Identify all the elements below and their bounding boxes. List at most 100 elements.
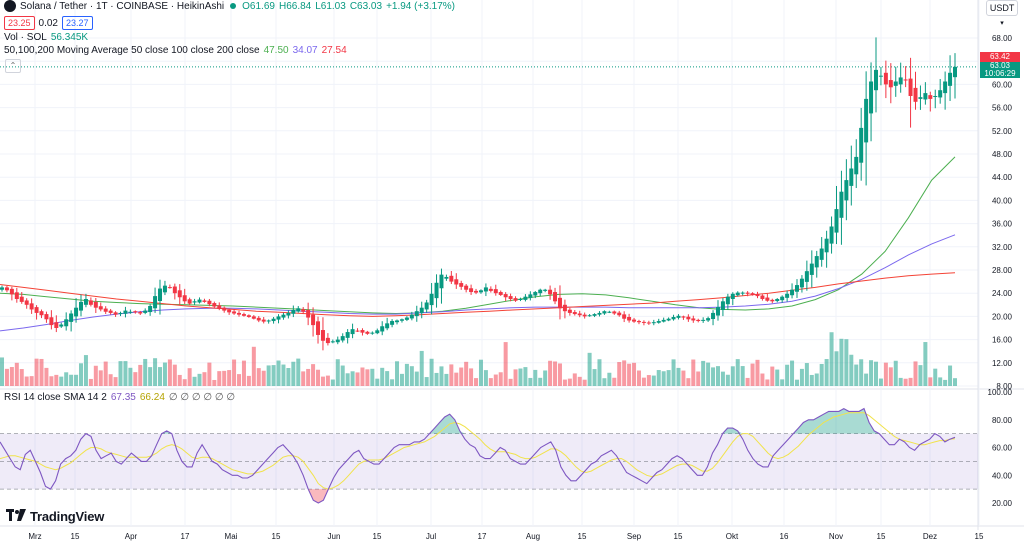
volume-bar	[681, 370, 686, 386]
volume-bar	[64, 372, 69, 386]
candle-body	[928, 95, 933, 99]
candle-body	[878, 75, 883, 77]
candle-body	[612, 311, 617, 314]
volume-bar	[138, 364, 143, 386]
candle-body	[24, 300, 29, 305]
volume-bar	[666, 370, 671, 386]
volume-bar	[316, 369, 321, 386]
candle-body	[918, 97, 923, 99]
symbol-title[interactable]: Solana / Tether · 1T · COINBASE · Heikin…	[20, 0, 225, 12]
candle-body	[148, 305, 153, 313]
candle-body	[449, 275, 454, 282]
volume-bar	[869, 360, 874, 386]
volume-legend[interactable]: Vol · SOL 56.345K	[4, 32, 88, 43]
candle-body	[281, 314, 286, 318]
candle-body	[434, 282, 439, 299]
candle-body	[730, 293, 735, 299]
bid-price[interactable]: 23.25	[4, 16, 35, 30]
rsi-y-tick-label: 80.00	[992, 416, 1013, 425]
volume-bar	[172, 364, 177, 386]
candle-body	[54, 322, 59, 328]
candle-body	[849, 168, 854, 186]
x-tick-label: Aug	[526, 532, 540, 541]
volume-bar	[844, 339, 849, 386]
candle-body	[597, 312, 602, 315]
candle-body	[212, 303, 217, 307]
candle-body	[291, 310, 296, 314]
candle-body	[493, 289, 498, 294]
volume-bar	[829, 332, 834, 386]
volume-bar	[780, 379, 785, 386]
candle-body	[483, 287, 488, 292]
candle-body	[261, 319, 266, 322]
volume-bar	[98, 370, 103, 386]
candle-body	[533, 292, 538, 296]
candle-body	[49, 317, 54, 326]
currency-selector[interactable]: USDT ▾	[986, 0, 1018, 27]
candle-body	[898, 77, 903, 85]
candle-body	[98, 306, 103, 310]
volume-bar	[360, 367, 365, 386]
volume-bar	[44, 367, 49, 386]
tradingview-logo[interactable]: TradingView	[6, 509, 104, 524]
volume-bar	[567, 378, 572, 386]
candle-body	[755, 294, 760, 297]
y-tick-label: 40.00	[992, 196, 1013, 205]
volume-bar	[538, 377, 543, 386]
candle-body	[587, 315, 592, 317]
volume-bar	[607, 372, 612, 386]
candle-body	[162, 285, 167, 293]
candle-body	[567, 309, 572, 313]
volume-bar	[582, 379, 587, 386]
candle-body	[380, 326, 385, 332]
volume-bar	[14, 362, 19, 386]
volume-bar	[39, 358, 44, 386]
ohlc-low: L61.03	[315, 0, 346, 12]
volume-bar	[325, 375, 330, 386]
rsi-value: 67.35	[110, 392, 136, 403]
candle-body	[666, 318, 671, 321]
moving-averages	[0, 156, 956, 332]
volume-bar	[399, 373, 404, 386]
rsi-legend[interactable]: RSI 14 close SMA 14 2 67.35 66.24 ∅ ∅ ∅ …	[4, 392, 235, 403]
x-tick-label: 17	[478, 532, 487, 541]
candlesticks	[0, 37, 957, 351]
candle-body	[256, 317, 261, 321]
volume-bar	[503, 342, 508, 386]
candle-body	[34, 307, 39, 313]
candle-body	[39, 311, 44, 316]
collapse-legend-button[interactable]: ⌃	[5, 59, 21, 73]
volume-bar	[227, 370, 232, 386]
volume-bar	[69, 374, 74, 386]
y-tick-label: 16.00	[992, 336, 1013, 345]
candle-body	[217, 305, 222, 309]
volume-bar	[9, 367, 14, 386]
candle-body	[143, 310, 148, 313]
candle-body	[681, 316, 686, 318]
volume-bar	[202, 372, 207, 386]
candle-body	[854, 156, 859, 175]
ohlc-open: O61.69	[242, 0, 275, 12]
volume-bar	[24, 376, 29, 386]
ask-price[interactable]: 23.27	[62, 16, 93, 30]
volume-bar	[903, 378, 908, 386]
candle-body	[93, 301, 98, 308]
volume-bar	[424, 377, 429, 386]
x-tick-label: 16	[780, 532, 789, 541]
volume-bar	[241, 360, 246, 386]
candle-body	[804, 271, 809, 282]
volume-bar	[409, 366, 414, 386]
candle-body	[814, 256, 819, 268]
volume-bar	[730, 366, 735, 386]
x-tick-label: 17	[181, 532, 190, 541]
candle-body	[79, 301, 84, 311]
volume-bar	[883, 362, 888, 386]
vol-value: 56.345K	[50, 32, 89, 43]
rsi-empty-values: ∅ ∅ ∅ ∅ ∅ ∅	[168, 392, 236, 403]
ma-legend[interactable]: 50,100,200 Moving Average 50 close 100 c…	[4, 45, 347, 56]
x-tick-label: 15	[975, 532, 984, 541]
market-status-dot-icon	[230, 3, 237, 9]
candle-body	[790, 289, 795, 296]
volume-bar	[686, 378, 691, 386]
